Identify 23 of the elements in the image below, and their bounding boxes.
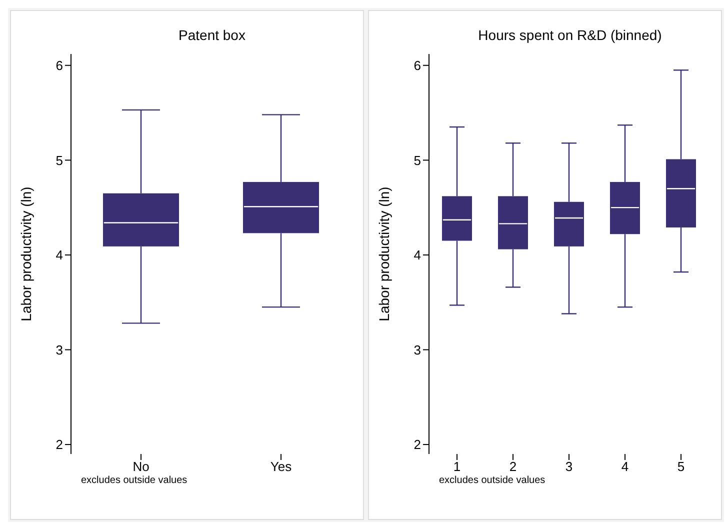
y-tick-label: 6 — [56, 58, 63, 73]
x-tick-label: Yes — [270, 459, 292, 474]
y-tick-label: 2 — [56, 437, 63, 452]
chart-title: Patent box — [178, 26, 246, 45]
y-tick-label: 5 — [56, 152, 63, 168]
x-tick-label: 5 — [677, 459, 685, 474]
x-tick-label: 4 — [621, 459, 629, 474]
y-tick-label: 5 — [414, 152, 421, 168]
y-tick-label: 3 — [56, 342, 63, 358]
y-tick-label: 2 — [414, 437, 421, 452]
x-tick-label: 3 — [565, 459, 573, 474]
x-tick-label: 2 — [509, 459, 517, 474]
y-axis-title: Labor productivity (ln) — [376, 186, 392, 322]
text: excludes outside values — [439, 475, 546, 486]
y-tick-label: 4 — [56, 248, 63, 263]
y-tick-label: 6 — [414, 58, 421, 73]
x-tick-label: No — [132, 459, 150, 474]
y-tick-label: 4 — [414, 248, 421, 263]
text: excludes outside values — [81, 475, 188, 486]
y-axis-title: Labor productivity (ln) — [18, 186, 34, 322]
y-tick-label: 3 — [414, 342, 421, 358]
chart-title: Hours spent on R&D (binned) — [477, 26, 663, 45]
x-tick-label: 1 — [453, 459, 461, 474]
